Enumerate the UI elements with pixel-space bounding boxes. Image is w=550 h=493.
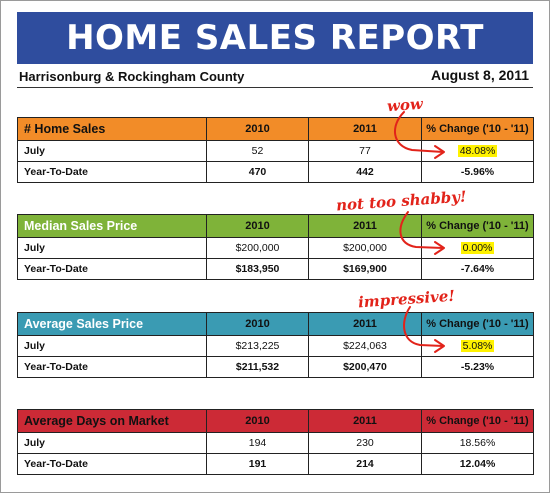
row-label: July (17, 140, 207, 162)
table-title: Average Sales Price (17, 312, 207, 336)
table-row: Year-To-Date $183,950 $169,900 -7.64% (17, 258, 534, 280)
row-label: July (17, 237, 207, 259)
table-title: # Home Sales (17, 117, 207, 141)
col-header-change: % Change ('10 - '11) (421, 117, 534, 141)
value-2011: 230 (308, 432, 422, 454)
value-2010: 470 (206, 161, 309, 183)
table-header-row: Average Sales Price 2010 2011 % Change (… (17, 312, 534, 336)
table-row: Year-To-Date 470 442 -5.96% (17, 161, 534, 183)
average-price-table: Average Sales Price 2010 2011 % Change (… (17, 312, 534, 378)
value-change: 48.08% (421, 140, 534, 162)
value-2010: $211,532 (206, 356, 309, 378)
row-label: Year-To-Date (17, 161, 207, 183)
report-subheader: Harrisonburg & Rockingham County August … (17, 64, 533, 88)
row-label: Year-To-Date (17, 356, 207, 378)
value-2011: 442 (308, 161, 422, 183)
table-row: July $200,000 $200,000 0.00% (17, 237, 534, 259)
median-price-table: Median Sales Price 2010 2011 % Change ('… (17, 214, 534, 280)
value-2011: 214 (308, 453, 422, 475)
row-label: Year-To-Date (17, 258, 207, 280)
value-2011: 77 (308, 140, 422, 162)
value-change: 5.08% (421, 335, 534, 357)
col-header-change: % Change ('10 - '11) (421, 214, 534, 238)
value-2010: 52 (206, 140, 309, 162)
value-2010: 191 (206, 453, 309, 475)
value-change: -5.23% (421, 356, 534, 378)
days-on-market-table: Average Days on Market 2010 2011 % Chang… (17, 409, 534, 475)
highlighted-change: 5.08% (460, 340, 495, 352)
table-header-row: Median Sales Price 2010 2011 % Change ('… (17, 214, 534, 238)
value-2011: $200,000 (308, 237, 422, 259)
home-sales-table: # Home Sales 2010 2011 % Change ('10 - '… (17, 117, 534, 183)
value-change: -7.64% (421, 258, 534, 280)
col-header-2011: 2011 (308, 312, 422, 336)
value-2011: $200,470 (308, 356, 422, 378)
table-row: Year-To-Date $211,532 $200,470 -5.23% (17, 356, 534, 378)
table-header-row: Average Days on Market 2010 2011 % Chang… (17, 409, 534, 433)
value-2010: $183,950 (206, 258, 309, 280)
annotation-wow: wow (386, 94, 424, 116)
highlighted-change: 48.08% (457, 145, 498, 157)
table-header-row: # Home Sales 2010 2011 % Change ('10 - '… (17, 117, 534, 141)
table-title: Median Sales Price (17, 214, 207, 238)
col-header-2011: 2011 (308, 117, 422, 141)
col-header-2010: 2010 (206, 312, 309, 336)
col-header-2010: 2010 (206, 117, 309, 141)
col-header-2011: 2011 (308, 214, 422, 238)
table-row: July 52 77 48.08% (17, 140, 534, 162)
row-label: Year-To-Date (17, 453, 207, 475)
value-change: 18.56% (421, 432, 534, 454)
value-2010: $213,225 (206, 335, 309, 357)
table-row: July $213,225 $224,063 5.08% (17, 335, 534, 357)
value-change: 0.00% (421, 237, 534, 259)
table-row: Year-To-Date 191 214 12.04% (17, 453, 534, 475)
col-header-2010: 2010 (206, 214, 309, 238)
value-2011: $224,063 (308, 335, 422, 357)
table-row: July 194 230 18.56% (17, 432, 534, 454)
value-change: -5.96% (421, 161, 534, 183)
col-header-2010: 2010 (206, 409, 309, 433)
value-2010: $200,000 (206, 237, 309, 259)
highlighted-change: 0.00% (460, 242, 495, 254)
row-label: July (17, 335, 207, 357)
row-label: July (17, 432, 207, 454)
value-2010: 194 (206, 432, 309, 454)
report-date: August 8, 2011 (430, 67, 529, 83)
col-header-2011: 2011 (308, 409, 422, 433)
value-2011: $169,900 (308, 258, 422, 280)
report-title: HOME SALES REPORT (17, 12, 533, 64)
col-header-change: % Change ('10 - '11) (421, 312, 534, 336)
col-header-change: % Change ('10 - '11) (421, 409, 534, 433)
value-change: 12.04% (421, 453, 534, 475)
county-label: Harrisonburg & Rockingham County (19, 69, 245, 84)
table-title: Average Days on Market (17, 409, 207, 433)
